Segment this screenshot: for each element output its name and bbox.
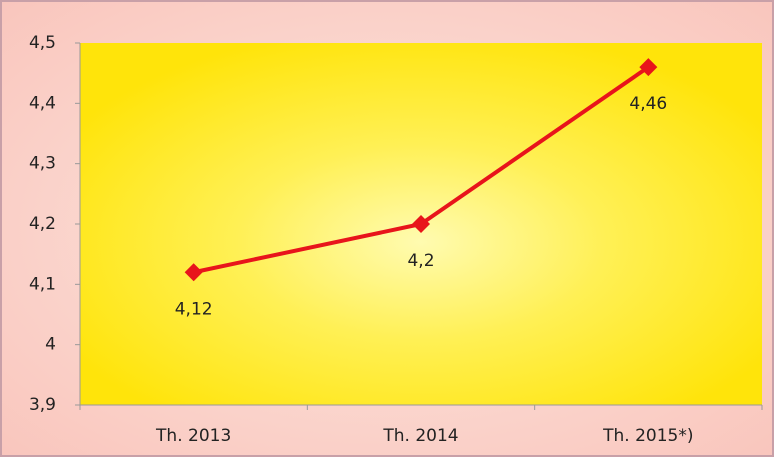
y-tick-label: 4,3 <box>29 154 56 174</box>
y-tick-label: 4 <box>45 335 56 355</box>
y-tick-label: 3,9 <box>29 395 56 415</box>
y-tick-label: 4,4 <box>29 93 56 113</box>
y-tick-label: 4,5 <box>29 33 56 53</box>
y-tick-label: 4,1 <box>29 274 56 294</box>
data-label: 4,12 <box>175 299 213 319</box>
data-label: 4,46 <box>629 94 667 114</box>
marker <box>639 58 658 77</box>
data-label: 4,2 <box>407 251 434 271</box>
marker <box>184 263 203 282</box>
marker <box>412 215 430 233</box>
x-tick-label: Th. 2015*) <box>602 426 693 446</box>
x-tick-label: Th. 2013 <box>155 426 231 446</box>
x-tick-label: Th. 2014 <box>382 426 458 446</box>
y-tick-label: 4,2 <box>29 214 56 234</box>
